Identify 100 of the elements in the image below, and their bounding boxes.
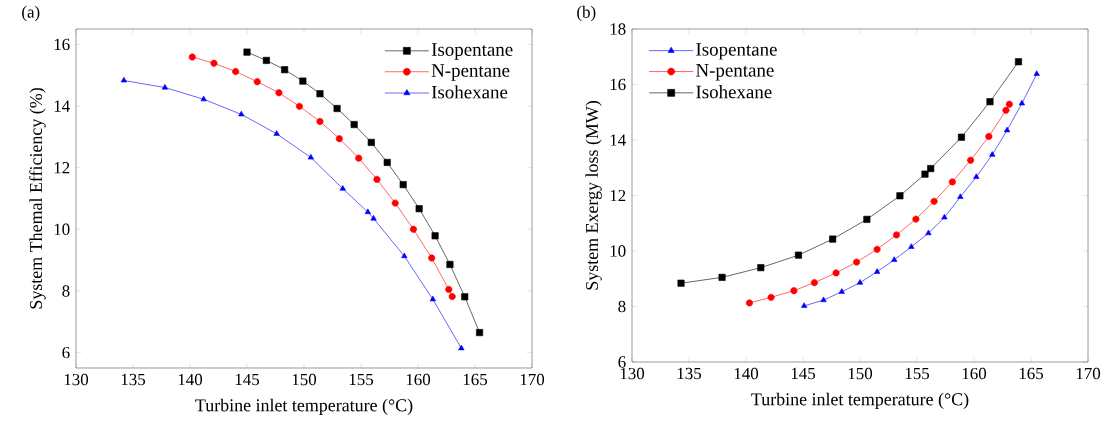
point <box>281 66 289 74</box>
point <box>401 252 408 259</box>
x-tick-label: 140 <box>734 367 759 380</box>
point <box>299 77 307 85</box>
point <box>415 205 423 213</box>
x-tick-label: 155 <box>905 367 930 380</box>
point <box>161 84 168 90</box>
legend-label: Isopentane <box>696 43 777 60</box>
y-tick-label: 14 <box>610 134 626 146</box>
point <box>838 288 845 294</box>
y-tick-label: 12 <box>610 189 626 202</box>
legend-label: Isohexane <box>431 85 508 99</box>
x-tick-label: 155 <box>349 373 374 386</box>
point <box>409 225 417 233</box>
point <box>829 235 837 243</box>
x-axis-title: Turbine inlet temperature (°C) <box>195 398 413 416</box>
chart-title: (b) <box>577 5 596 22</box>
point <box>383 158 391 166</box>
y-tick-label: 10 <box>610 245 626 257</box>
x-tick-label: 150 <box>848 367 873 380</box>
point <box>428 254 436 262</box>
point <box>333 105 341 113</box>
point <box>448 293 456 300</box>
chart-title: (a) <box>22 5 40 22</box>
point <box>295 102 303 110</box>
point <box>1018 99 1025 106</box>
point <box>399 181 407 189</box>
point <box>391 199 399 207</box>
x-tick-label: 135 <box>677 367 702 380</box>
x-tick-label: 150 <box>292 373 317 386</box>
point <box>790 287 798 295</box>
point <box>355 154 363 162</box>
y-tick-label: 6 <box>618 356 626 368</box>
point <box>930 197 938 205</box>
point <box>1033 70 1040 76</box>
x-tick-label: 135 <box>121 373 146 386</box>
point <box>908 243 915 249</box>
point <box>973 173 980 179</box>
y-tick-label: 12 <box>54 162 70 174</box>
point <box>856 279 864 285</box>
y-tick-label: 14 <box>54 100 70 112</box>
point <box>429 295 436 302</box>
point <box>892 231 900 239</box>
point <box>967 156 975 164</box>
legend-label: N-pentane <box>696 64 774 81</box>
point <box>262 56 270 64</box>
point <box>1005 100 1013 108</box>
point <box>832 269 840 277</box>
point <box>853 258 861 266</box>
point <box>927 165 935 173</box>
point <box>370 215 377 221</box>
y-tick-label: 16 <box>610 78 626 91</box>
point <box>373 175 381 183</box>
point <box>367 138 375 146</box>
x-tick-label: 160 <box>962 367 987 380</box>
point <box>316 117 324 125</box>
x-tick-label: 140 <box>178 373 203 386</box>
point <box>316 90 324 98</box>
y-axis-title: System Themal Efficiency (%) <box>29 88 46 309</box>
point <box>350 121 358 129</box>
point <box>445 285 453 293</box>
y-tick-label: 18 <box>610 23 626 35</box>
x-axis-title: Turbine inlet temperature (°C) <box>751 392 969 410</box>
point <box>745 299 753 307</box>
point <box>446 260 454 268</box>
point <box>461 293 469 301</box>
x-tick-label: 165 <box>463 373 488 386</box>
point <box>253 78 261 86</box>
point <box>677 279 685 287</box>
x-tick-label: 130 <box>64 373 89 386</box>
y-tick-label: 8 <box>618 300 626 313</box>
point <box>1014 58 1022 66</box>
x-tick-label: 145 <box>235 373 260 386</box>
x-tick-label: 170 <box>520 373 545 386</box>
point <box>476 329 484 337</box>
point <box>275 89 283 97</box>
legend-label: N-pentane <box>431 64 510 81</box>
point <box>238 110 245 117</box>
point <box>307 154 314 160</box>
point <box>120 76 127 83</box>
point <box>810 279 818 287</box>
point <box>986 98 994 106</box>
point <box>925 229 932 236</box>
point <box>957 133 965 141</box>
y-tick-label: 8 <box>62 285 70 297</box>
point <box>431 232 439 240</box>
point <box>921 170 929 178</box>
y-tick-label: 10 <box>54 223 70 236</box>
point <box>820 296 827 303</box>
point <box>912 215 920 223</box>
point <box>873 245 881 253</box>
point <box>1004 126 1011 133</box>
point <box>863 215 871 223</box>
point <box>232 68 240 76</box>
point <box>957 193 964 199</box>
point <box>896 192 904 200</box>
x-tick-label: 165 <box>1019 367 1044 380</box>
point <box>335 135 343 143</box>
point <box>188 53 196 61</box>
y-tick-label: 6 <box>62 346 70 359</box>
